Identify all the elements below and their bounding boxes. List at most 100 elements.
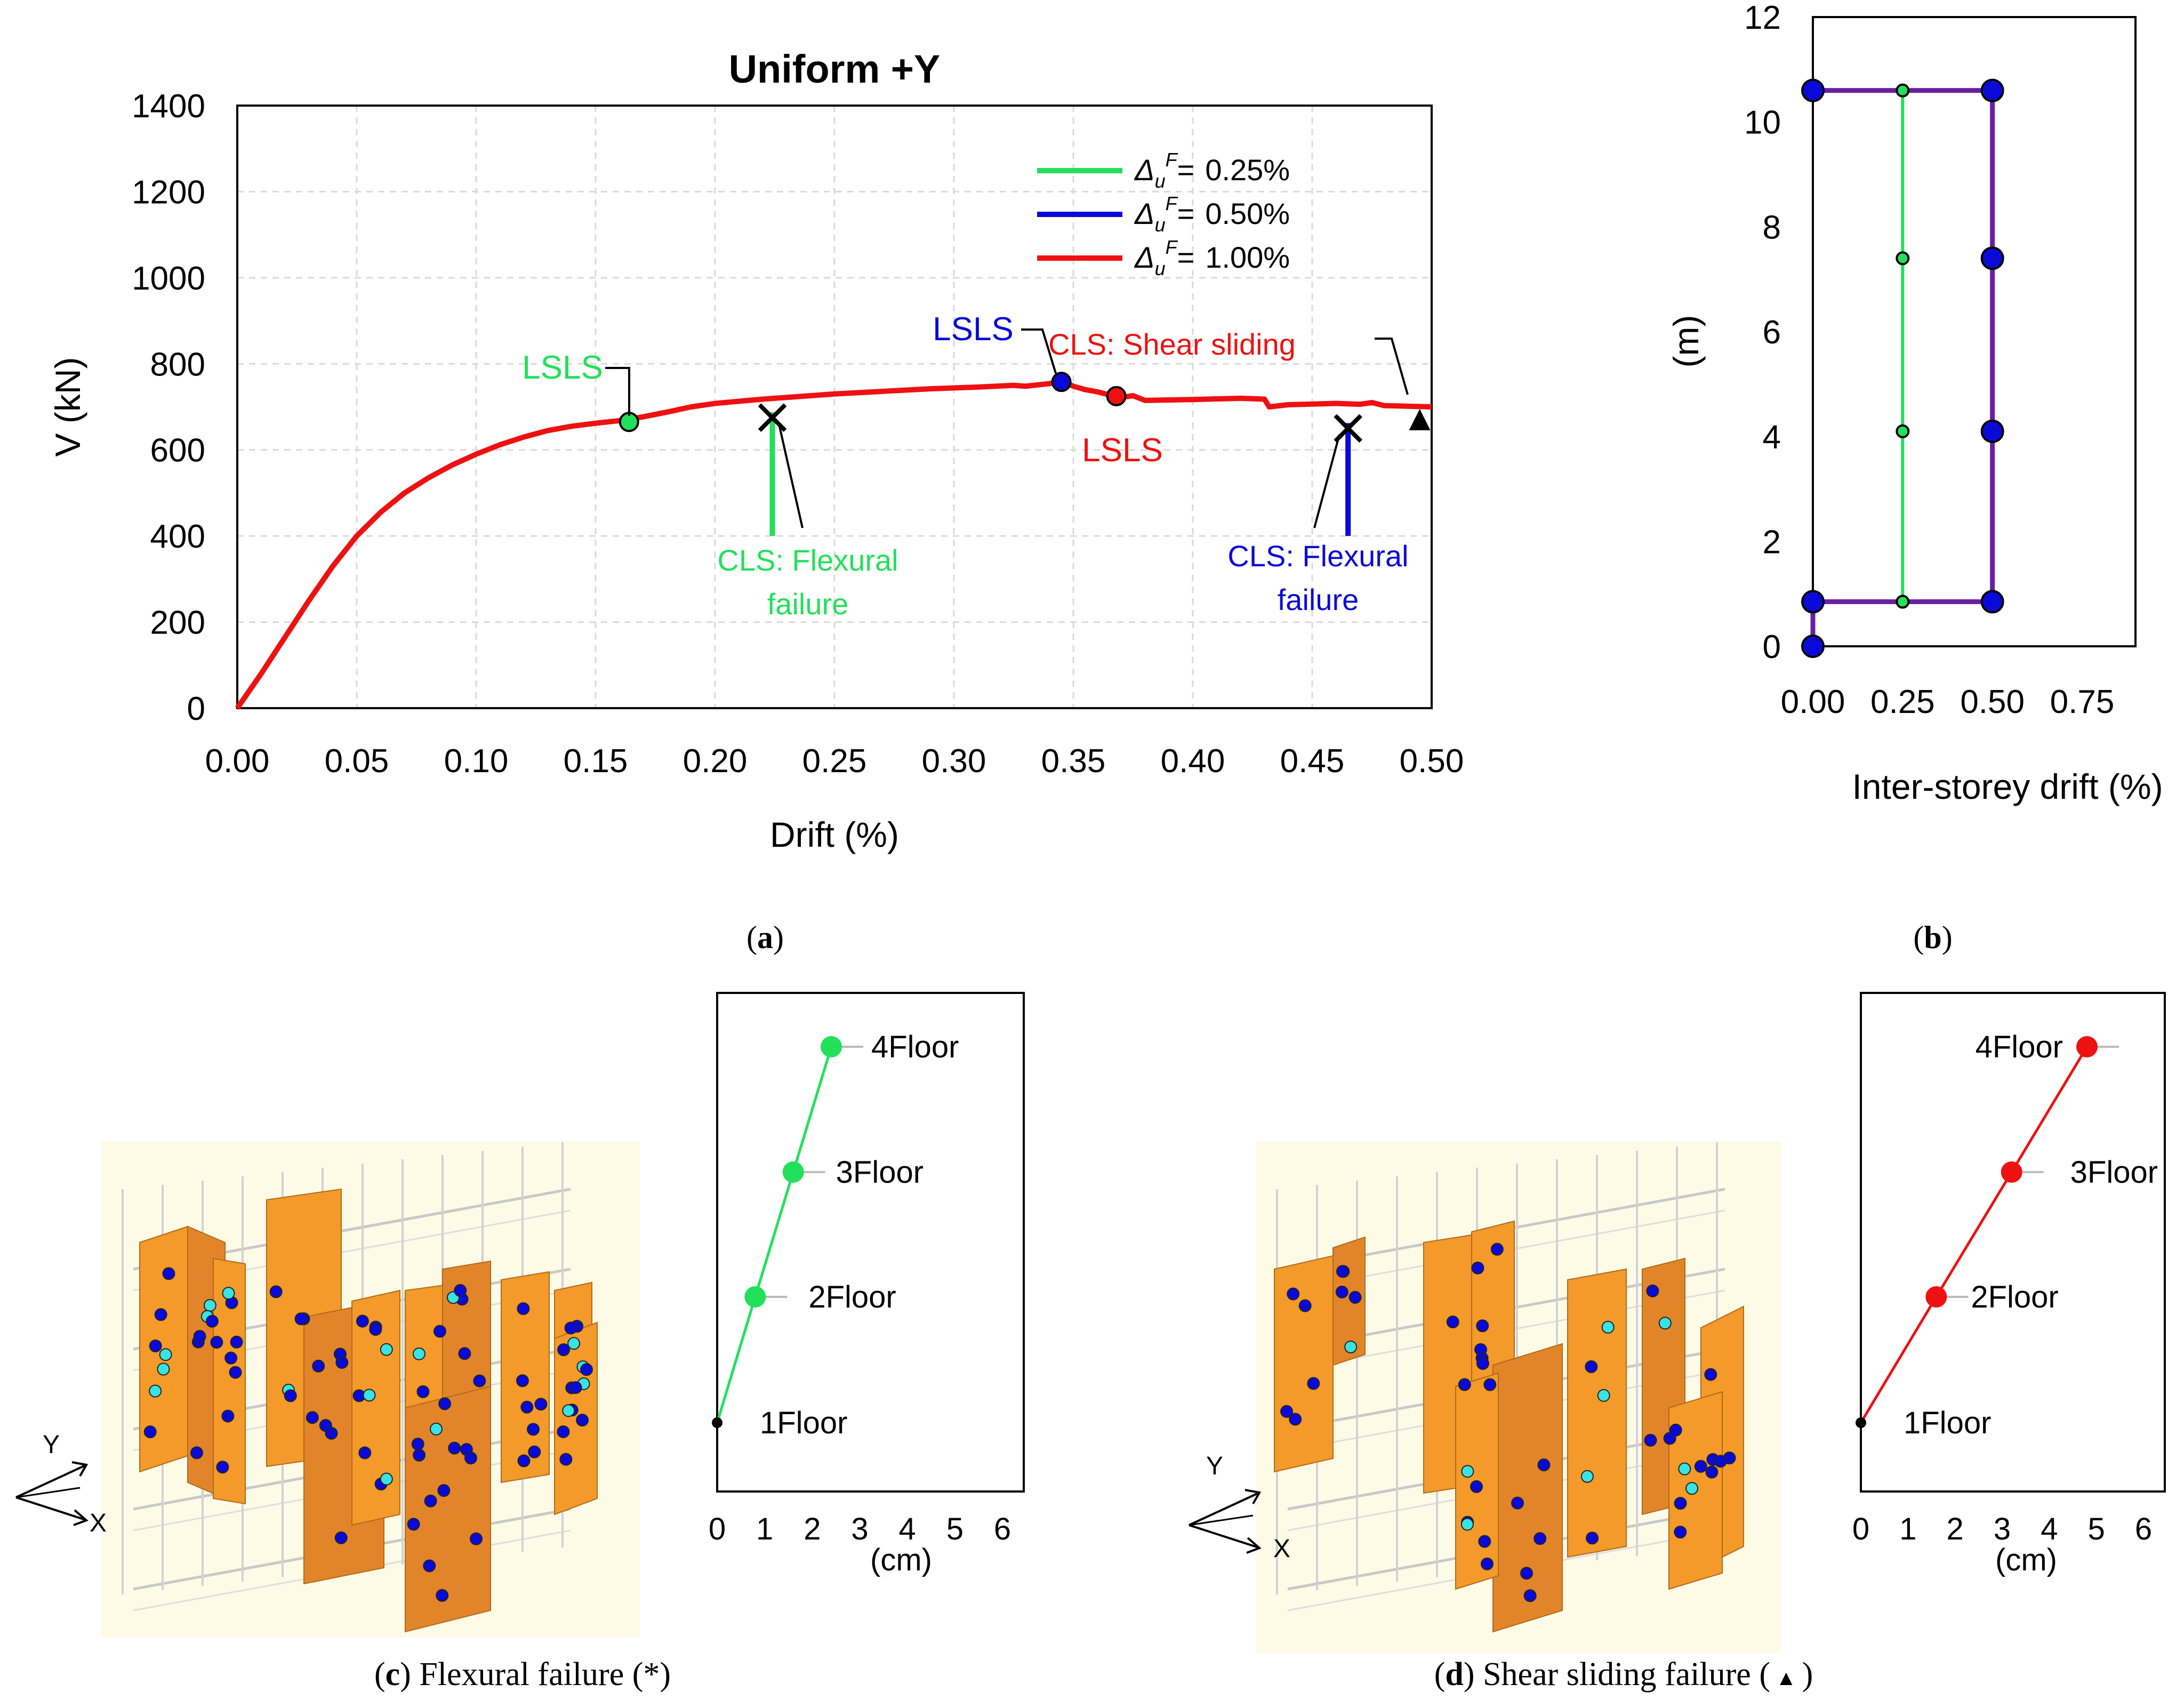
panel-b-y-tick-6: 6 bbox=[1763, 314, 1781, 351]
model-c-dot-6 bbox=[159, 1348, 172, 1361]
model-d-dot-35 bbox=[1644, 1433, 1657, 1447]
model-c-dot-64 bbox=[557, 1343, 571, 1357]
panel-a-limit-state-points bbox=[619, 372, 1127, 432]
model-d-dot-23 bbox=[1520, 1567, 1533, 1580]
model-c-dot-15 bbox=[229, 1366, 242, 1379]
model-c-dot-77 bbox=[576, 1414, 589, 1427]
model-d-dot-19 bbox=[1476, 1357, 1489, 1370]
model-d-dot-27 bbox=[1460, 1518, 1474, 1531]
panel-b-y-tick-10: 10 bbox=[1744, 105, 1781, 141]
model-d-axis-x-line bbox=[1189, 1524, 1259, 1549]
panel-a-x-tick-0.45: 0.45 bbox=[1280, 743, 1345, 780]
model-d-dot-22 bbox=[1511, 1496, 1524, 1510]
panel-c-x-tick-3: 3 bbox=[851, 1512, 868, 1546]
model-d-dot-28 bbox=[1481, 1557, 1494, 1570]
model-c-dot-16 bbox=[224, 1351, 238, 1365]
model-c-dot-59 bbox=[534, 1398, 548, 1411]
model-c-dot-48 bbox=[437, 1484, 451, 1497]
model-d-wall-4 bbox=[1492, 1343, 1563, 1633]
model-d-wall-6 bbox=[1567, 1268, 1627, 1558]
caption-d: (d) Shear sliding failure ( ▲ ) bbox=[1434, 1656, 1813, 1693]
model-d-wall-0 bbox=[1274, 1255, 1334, 1473]
model-d-dot-8 bbox=[1336, 1265, 1350, 1278]
model-d-dot-13 bbox=[1461, 1465, 1474, 1478]
model-d-dot-9 bbox=[1348, 1290, 1362, 1304]
model-d-dot-44 bbox=[1714, 1455, 1727, 1468]
model-c-dot-2 bbox=[143, 1425, 157, 1439]
legend-eq: = bbox=[1177, 153, 1195, 187]
model-c-dot-58 bbox=[528, 1445, 541, 1458]
model-c-dot-41 bbox=[369, 1323, 382, 1336]
model-c-dot-24 bbox=[284, 1389, 297, 1402]
model-d-dot-21 bbox=[1537, 1458, 1551, 1472]
legend-eq: = bbox=[1177, 240, 1195, 274]
panel-c-marker-0 bbox=[712, 1417, 722, 1428]
annotation-cls-flexural-green-line2: failure bbox=[767, 587, 849, 621]
panel-c-x-tick-2: 2 bbox=[804, 1512, 821, 1546]
panel-b-inter-storey-drift: 0 2 4 6 8 10 12 0.00 0.25 0.50 0.75 Inter-storey … bbox=[1666, 0, 2163, 955]
legend-value: 0.25% bbox=[1205, 153, 1290, 187]
model-d-dot-20 bbox=[1523, 1589, 1537, 1602]
model-d-dot-49 bbox=[1674, 1497, 1687, 1510]
panel-b-y-tick-2: 2 bbox=[1763, 524, 1781, 560]
model-d-dot-0 bbox=[1307, 1377, 1320, 1390]
panel-a-x-tick-0.40: 0.40 bbox=[1161, 743, 1225, 780]
model-c-dot-19 bbox=[221, 1409, 235, 1423]
model-d-dot-4 bbox=[1280, 1405, 1294, 1418]
model-c-dot-10 bbox=[203, 1298, 216, 1312]
model-d-axis-y-label: Y bbox=[1206, 1452, 1223, 1480]
panel-c-floor-label-2: 3Floor bbox=[836, 1155, 924, 1190]
panel-a-x-tick-0.15: 0.15 bbox=[564, 743, 628, 780]
model-c-wall-2 bbox=[213, 1257, 246, 1505]
model-d-axis-x-arrow-icon bbox=[1246, 1537, 1262, 1554]
leader-lsls-blue bbox=[1021, 328, 1057, 374]
model-c-dot-51 bbox=[454, 1284, 467, 1297]
model-d-dot-32 bbox=[1597, 1389, 1610, 1402]
model-d-axis-y-arrow-icon bbox=[1244, 1489, 1262, 1504]
model-d-dot-43 bbox=[1704, 1368, 1717, 1381]
panel-c-3d-model-view: Y X bbox=[15, 1141, 640, 1637]
legend-sub: u bbox=[1155, 170, 1166, 192]
caption-d-triangle-icon: ▲ bbox=[1770, 1666, 1802, 1690]
marker-green-2 bbox=[1896, 251, 1910, 266]
panel-a-capacity-curve: Uniform +Y 0 200 400 600 800 1000 1200 1400 0.0… bbox=[48, 47, 1464, 955]
leader-cls-shear-sliding bbox=[1375, 338, 1409, 395]
panel-b-y-tick-8: 8 bbox=[1763, 209, 1781, 246]
panel-d-marker-0 bbox=[1856, 1417, 1866, 1428]
model-c-axis-y-arrow-icon bbox=[71, 1461, 89, 1477]
panel-b-x-tick-0.75: 0.75 bbox=[2050, 684, 2115, 720]
model-c-dot-75 bbox=[424, 1494, 437, 1507]
model-c-dot-67 bbox=[567, 1337, 581, 1350]
panel-a-shear-sliding-triangle bbox=[1409, 408, 1431, 430]
panel-d-x-tick-2: 2 bbox=[1947, 1512, 1964, 1546]
model-c-dot-60 bbox=[517, 1302, 530, 1316]
marker-blue-left-0 bbox=[1801, 590, 1825, 614]
model-c-axis-x-arrow-icon bbox=[73, 1509, 89, 1526]
model-d-axis-x-label: X bbox=[1273, 1535, 1290, 1563]
legend-sup: F bbox=[1166, 236, 1178, 258]
panel-c-displacement-line bbox=[716, 1046, 833, 1423]
panel-a-x-tick-0.00: 0.00 bbox=[205, 743, 270, 780]
panel-a-y-tick-600: 600 bbox=[150, 432, 205, 469]
legend-sup: F bbox=[1166, 193, 1178, 214]
panel-d-displacement-line bbox=[1859, 1046, 2089, 1424]
panel-d-floor-label-2: 3Floor bbox=[2070, 1155, 2158, 1190]
panel-a-x-tick-0.50: 0.50 bbox=[1400, 743, 1464, 780]
panel-a-x-tick-0.20: 0.20 bbox=[683, 743, 748, 780]
panel-a-y-tick-1000: 1000 bbox=[132, 260, 205, 297]
model-c-dot-72 bbox=[464, 1452, 477, 1465]
model-c-dot-56 bbox=[517, 1454, 531, 1468]
model-d-dot-12 bbox=[1446, 1316, 1459, 1329]
leader-lsls-green bbox=[605, 367, 630, 416]
model-c-dot-34 bbox=[363, 1389, 376, 1402]
model-d-dot-3 bbox=[1289, 1413, 1302, 1426]
model-c-dot-33 bbox=[335, 1356, 349, 1369]
legend-eq: = bbox=[1177, 197, 1195, 230]
panel-a-x-tick-0.05: 0.05 bbox=[325, 743, 389, 780]
panel-b-x-label: Inter-storey drift (%) bbox=[1852, 767, 2163, 806]
panel-a-y-tick-200: 200 bbox=[150, 605, 205, 641]
panel-c-x-tick-5: 5 bbox=[946, 1512, 963, 1546]
model-c-dot-26 bbox=[312, 1359, 325, 1373]
model-c-dot-14 bbox=[216, 1461, 229, 1474]
